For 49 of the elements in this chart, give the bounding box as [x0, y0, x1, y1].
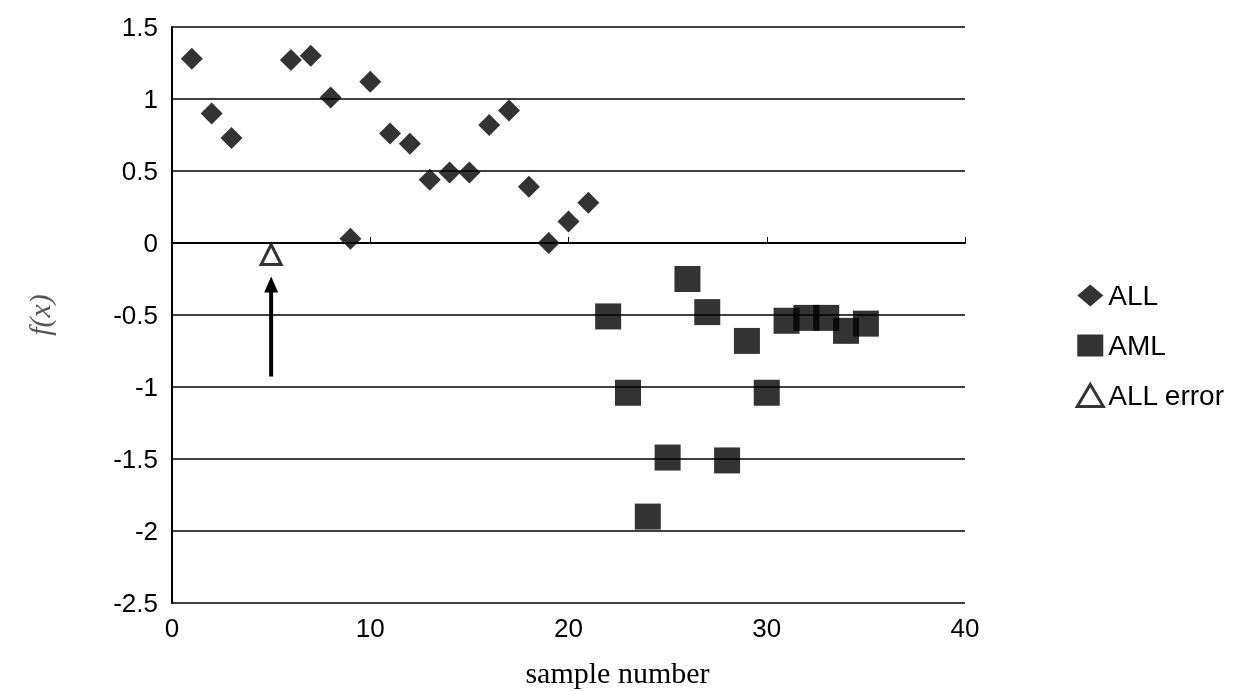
- point: [852, 310, 879, 337]
- point: [674, 266, 701, 292]
- point: [339, 227, 362, 250]
- point: [714, 447, 741, 474]
- y-tick-label: -1: [134, 372, 158, 402]
- point: [498, 99, 521, 122]
- y-tick-label: -1.5: [113, 444, 158, 474]
- point: [478, 113, 501, 136]
- y-axis-title: f(x): [22, 294, 57, 336]
- point: [614, 379, 641, 406]
- y-tick-label: 1: [143, 84, 158, 114]
- point: [654, 444, 681, 471]
- legend-label: ALL: [1108, 280, 1159, 311]
- point: [634, 503, 661, 530]
- point: [577, 191, 600, 214]
- point: [753, 379, 780, 406]
- point: [379, 122, 402, 145]
- x-tick-label: 10: [355, 613, 385, 643]
- point: [458, 161, 481, 184]
- point: [537, 232, 560, 254]
- point: [180, 47, 203, 70]
- y-tick-label: 1.5: [121, 12, 158, 42]
- point: [694, 299, 721, 326]
- x-tick-label: 40: [950, 613, 980, 643]
- point: [517, 175, 540, 198]
- y-tick-label: -2: [134, 516, 158, 546]
- point: [319, 86, 342, 109]
- x-axis-title: sample number: [525, 655, 710, 689]
- point: [595, 303, 622, 330]
- legend-label: ALL error: [1108, 380, 1224, 411]
- x-tick-label: 20: [554, 613, 583, 643]
- point: [220, 126, 243, 149]
- point: [418, 168, 441, 191]
- y-tick-label: 0.5: [121, 156, 158, 186]
- point: [259, 243, 283, 267]
- legend-label: AML: [1108, 330, 1166, 361]
- y-tick-label: 0: [143, 228, 158, 258]
- point: [279, 49, 302, 72]
- point: [398, 132, 421, 155]
- y-tick-label: -2.5: [113, 588, 158, 618]
- x-tick-label: 30: [752, 613, 782, 643]
- x-tick-label: 0: [164, 613, 180, 643]
- point: [299, 44, 322, 67]
- point: [733, 327, 760, 354]
- point: [200, 102, 223, 125]
- y-tick-label: -0.5: [113, 300, 158, 330]
- point: [359, 70, 382, 93]
- point: [438, 161, 461, 184]
- point: [557, 210, 580, 233]
